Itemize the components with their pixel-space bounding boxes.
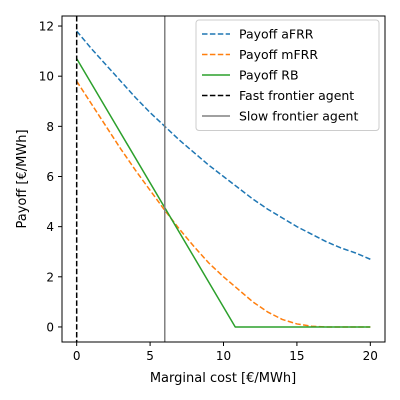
x-tick-label: 10 — [216, 349, 231, 363]
series-line-payoff-afrr — [76, 30, 371, 260]
x-tick-label: 5 — [146, 349, 154, 363]
legend: Payoff aFRR Payoff mFRR Payoff RB Fast fron… — [195, 19, 380, 131]
y-tick-label: 10 — [39, 70, 54, 84]
x-axis-ticks: 0 5 10 15 20 — [73, 342, 378, 363]
y-axis-ticks: 0 2 4 6 8 10 12 — [39, 20, 62, 334]
y-tick-label: 0 — [46, 320, 54, 334]
y-tick-label: 6 — [46, 170, 54, 184]
y-tick-label: 4 — [46, 220, 54, 234]
x-axis-label: Marginal cost [€/MWh] — [150, 371, 296, 386]
legend-label-fast-frontier-agent: Fast frontier agent — [239, 88, 354, 103]
y-tick-label: 2 — [46, 270, 54, 284]
legend-label-slow-frontier-agent: Slow frontier agent — [239, 109, 358, 124]
legend-box — [195, 19, 380, 131]
x-tick-label: 0 — [73, 349, 81, 363]
x-tick-label: 20 — [363, 349, 378, 363]
legend-label-payoff-afrr: Payoff aFRR — [239, 27, 314, 42]
y-tick-label: 12 — [39, 20, 54, 34]
legend-label-payoff-rb: Payoff RB — [239, 68, 299, 83]
series-line-payoff-rb — [76, 58, 371, 328]
legend-label-payoff-mfrr: Payoff mFRR — [239, 47, 318, 62]
y-tick-label: 8 — [46, 120, 54, 134]
y-axis-label: Payoff [€/MWh] — [15, 129, 30, 228]
x-tick-label: 15 — [289, 349, 304, 363]
plot-area — [75, 16, 371, 342]
